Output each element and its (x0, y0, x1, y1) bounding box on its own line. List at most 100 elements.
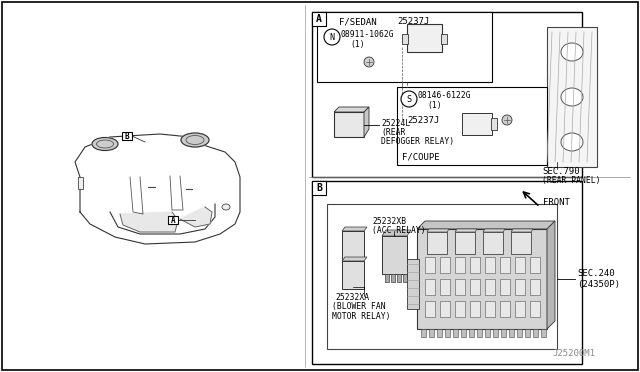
Polygon shape (427, 229, 449, 232)
Circle shape (401, 91, 417, 107)
Text: (ACC RELAY): (ACC RELAY) (372, 225, 426, 234)
Bar (485, 279, 495, 295)
Bar (453, 329, 458, 337)
Polygon shape (120, 212, 178, 232)
Bar (437, 329, 442, 337)
Bar (427, 232, 447, 254)
Bar (470, 257, 480, 273)
Polygon shape (417, 221, 555, 229)
Bar (517, 329, 522, 337)
Polygon shape (364, 107, 369, 137)
Circle shape (364, 57, 374, 67)
Ellipse shape (92, 138, 118, 151)
Ellipse shape (222, 204, 230, 210)
Bar (491, 118, 497, 130)
Bar (312, 12, 582, 177)
Bar (440, 301, 450, 317)
Text: S: S (406, 94, 412, 103)
Bar (477, 329, 482, 337)
Polygon shape (483, 229, 505, 232)
Bar (445, 329, 450, 337)
Bar (342, 261, 364, 289)
Bar (312, 12, 326, 26)
Bar (500, 279, 510, 295)
Bar (312, 181, 582, 364)
Text: MOTOR RELAY): MOTOR RELAY) (332, 312, 390, 321)
Bar (391, 274, 395, 282)
Text: SEC.790: SEC.790 (542, 167, 580, 176)
Bar (501, 329, 506, 337)
Bar (402, 34, 408, 44)
Text: J25200M1: J25200M1 (552, 349, 595, 358)
Text: 25237J: 25237J (407, 115, 439, 125)
Bar (500, 301, 510, 317)
Ellipse shape (561, 88, 583, 106)
Bar (515, 257, 525, 273)
Bar (403, 274, 407, 282)
Bar (312, 181, 326, 195)
Bar (509, 329, 514, 337)
Text: 08146-6122G: 08146-6122G (418, 90, 472, 99)
Bar (530, 257, 540, 273)
Bar (421, 329, 426, 337)
Text: 25232XB: 25232XB (372, 217, 406, 225)
Ellipse shape (561, 133, 583, 151)
Polygon shape (342, 257, 367, 261)
Bar (382, 236, 407, 274)
Bar (342, 231, 364, 259)
Polygon shape (334, 107, 369, 112)
Text: A: A (171, 215, 175, 224)
Bar (455, 301, 465, 317)
Text: (BLOWER FAN: (BLOWER FAN (332, 302, 386, 311)
Bar (122, 132, 132, 140)
Ellipse shape (561, 43, 583, 61)
Bar (470, 301, 480, 317)
Polygon shape (547, 221, 555, 329)
Bar (485, 301, 495, 317)
Polygon shape (382, 230, 411, 236)
Bar (327, 204, 557, 349)
Bar (425, 301, 435, 317)
Bar (385, 274, 389, 282)
Circle shape (502, 115, 512, 125)
Bar (541, 329, 546, 337)
Bar (461, 329, 466, 337)
Bar (493, 329, 498, 337)
Bar (417, 229, 547, 329)
Bar (455, 279, 465, 295)
Text: N: N (330, 32, 335, 42)
Bar (470, 279, 480, 295)
Bar (515, 279, 525, 295)
Polygon shape (547, 27, 597, 167)
Bar (429, 329, 434, 337)
Bar (530, 301, 540, 317)
Text: F/COUPE: F/COUPE (402, 153, 440, 161)
Text: FRONT: FRONT (543, 198, 570, 206)
Bar (462, 113, 492, 135)
Bar (425, 279, 435, 295)
Text: 25232XA: 25232XA (335, 292, 369, 301)
Bar (455, 257, 465, 273)
Bar (441, 34, 447, 44)
Polygon shape (180, 207, 212, 227)
Bar (407, 259, 419, 309)
Bar (530, 279, 540, 295)
Text: B: B (125, 131, 129, 141)
Bar (425, 257, 435, 273)
Bar (500, 257, 510, 273)
Text: B: B (316, 183, 322, 193)
Bar (168, 216, 178, 224)
Bar (78, 177, 83, 189)
Bar (440, 257, 450, 273)
Bar (533, 329, 538, 337)
Text: F/SEDAN: F/SEDAN (339, 17, 376, 26)
Text: DEFOGGER RELAY): DEFOGGER RELAY) (381, 137, 454, 145)
Ellipse shape (181, 133, 209, 147)
Bar (317, 12, 492, 82)
Text: (24350P): (24350P) (577, 279, 620, 289)
Bar (515, 301, 525, 317)
Text: (REAR: (REAR (381, 128, 405, 137)
Bar (469, 329, 474, 337)
Bar (483, 232, 503, 254)
Circle shape (324, 29, 340, 45)
